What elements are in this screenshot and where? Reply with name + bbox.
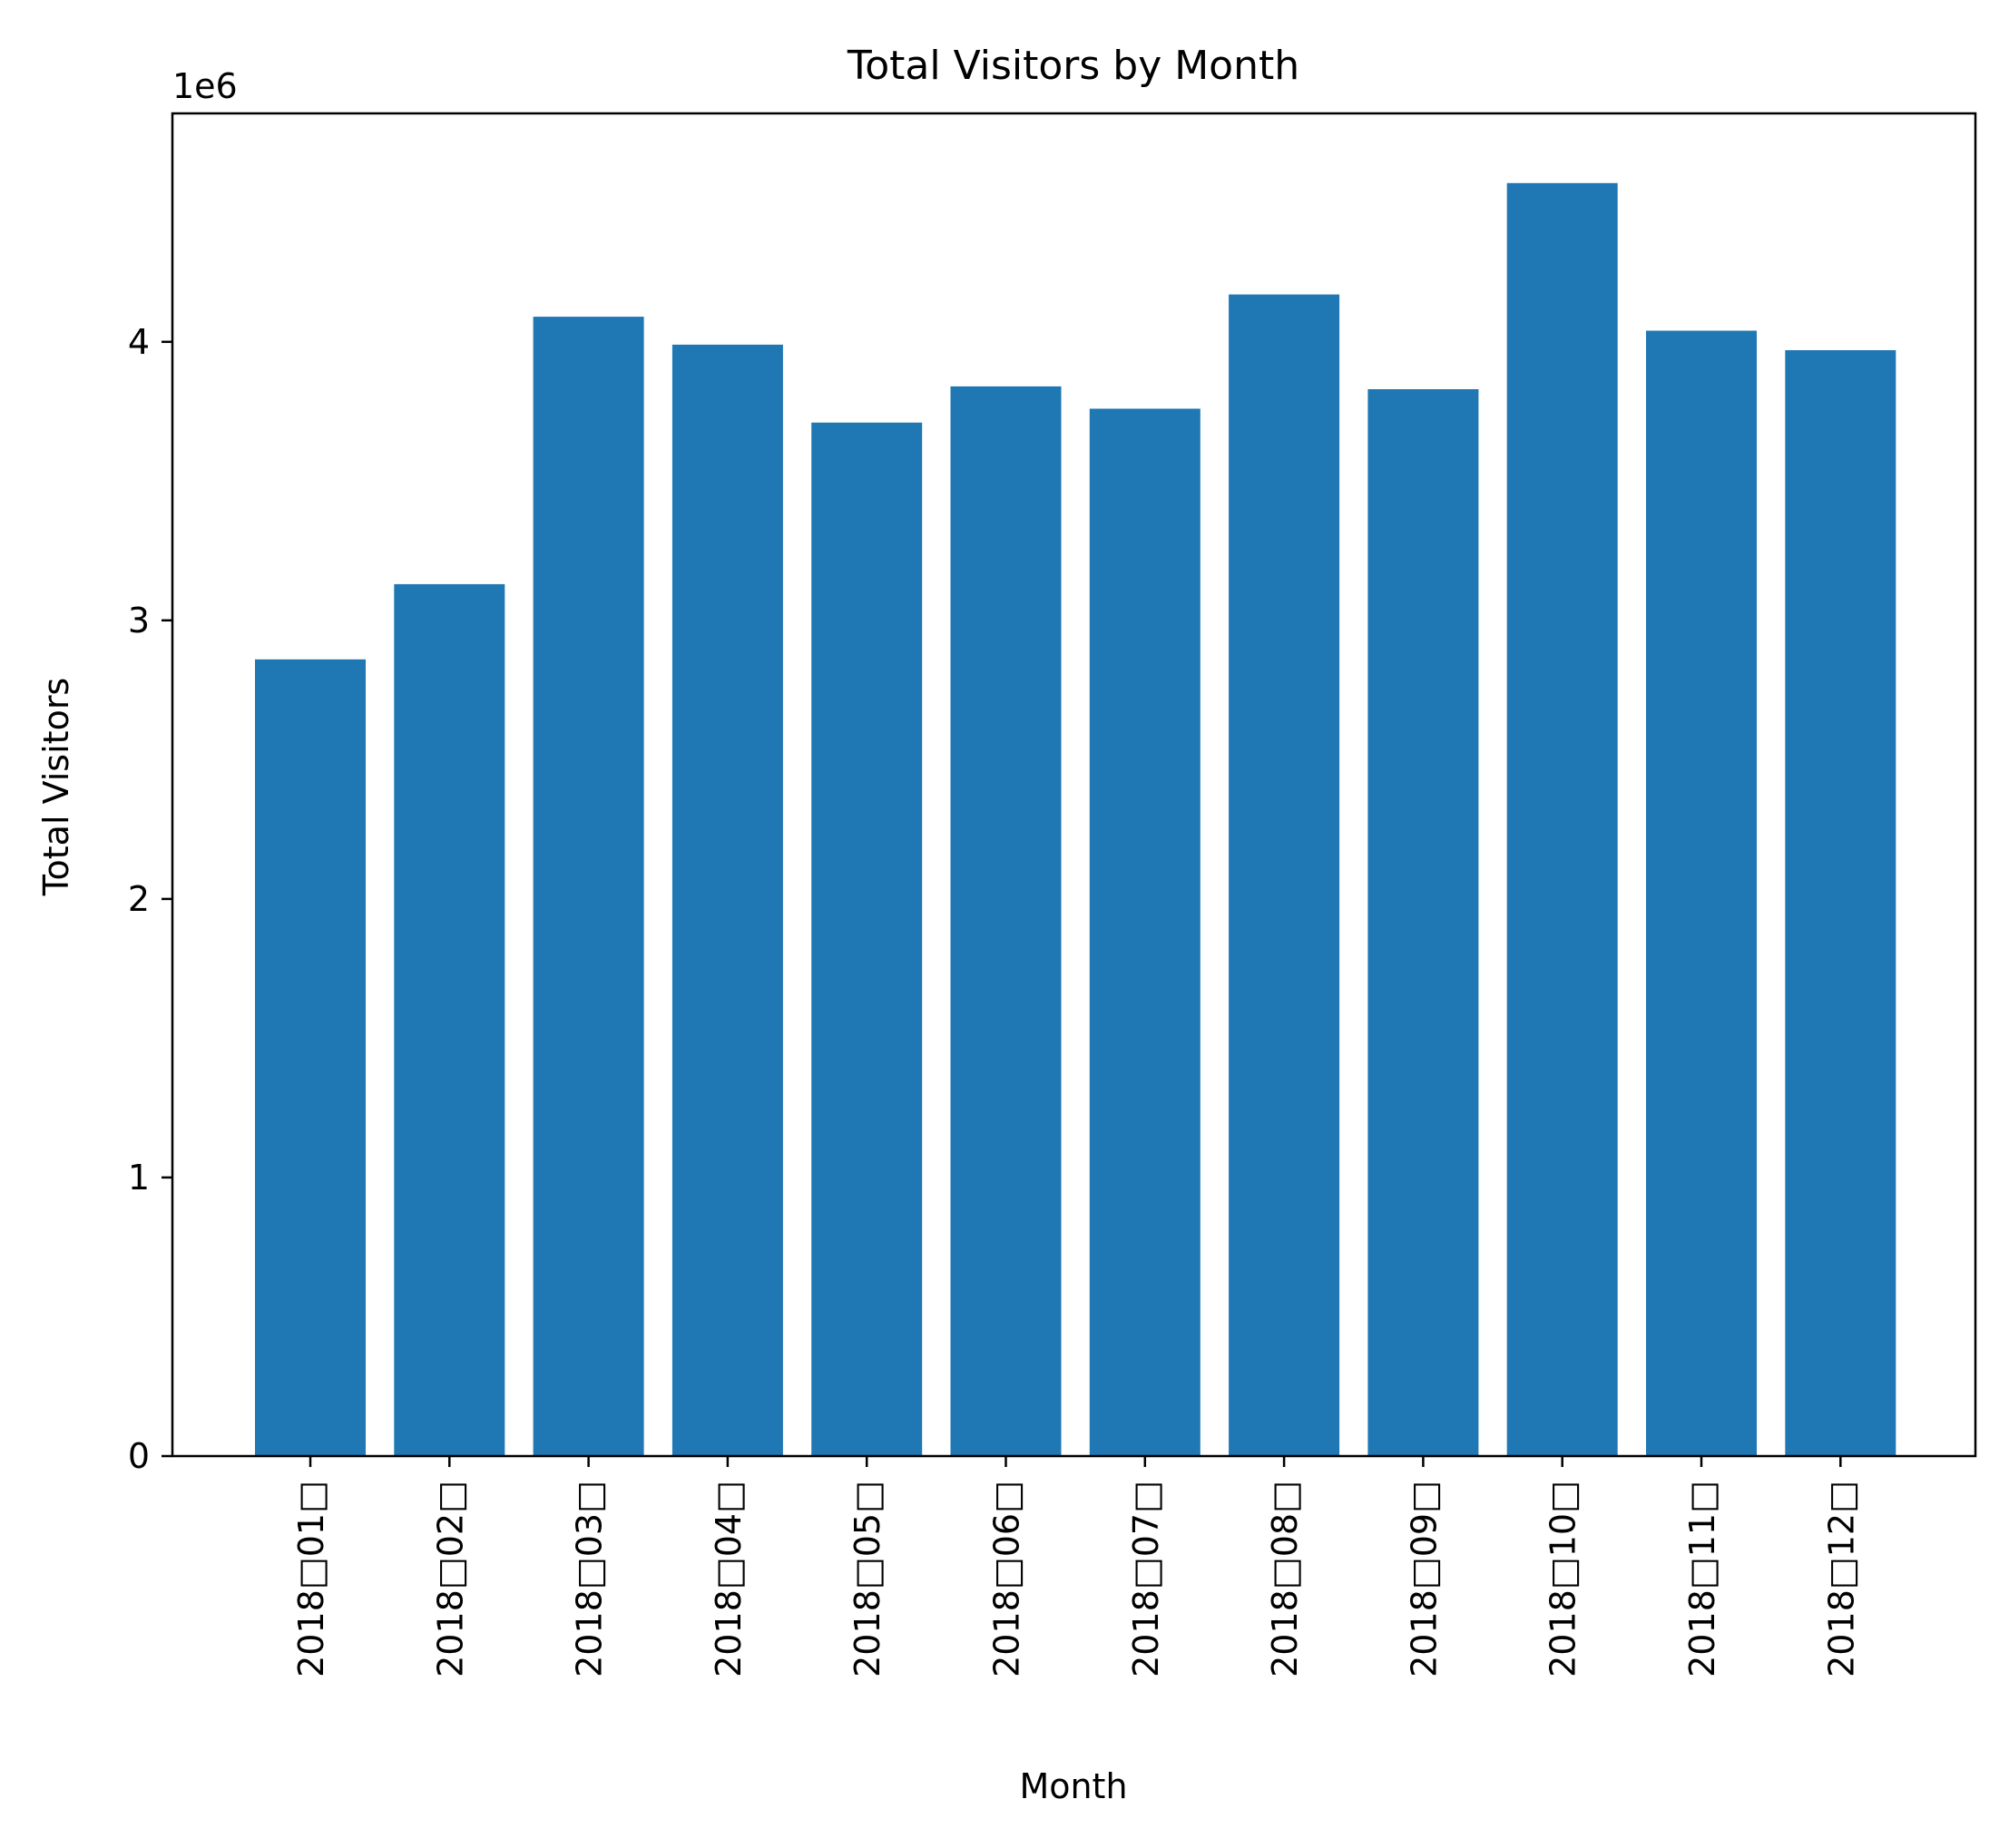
x-tick-label-5: 2018□05□ [848, 1481, 887, 1677]
y-tick-label-2: 2 [128, 879, 150, 919]
bar-7 [1089, 408, 1200, 1456]
bars-group [255, 182, 1896, 1457]
x-tick-label-8: 2018□08□ [1265, 1481, 1305, 1677]
x-tick-label-3: 2018□03□ [570, 1481, 610, 1677]
y-tick-label-3: 3 [128, 601, 150, 640]
bar-12 [1785, 350, 1896, 1456]
bar-8 [1229, 294, 1340, 1457]
bar-2 [394, 583, 505, 1456]
bar-11 [1646, 330, 1757, 1456]
y-tick-label-1: 1 [128, 1158, 150, 1198]
bar-10 [1506, 182, 1618, 1456]
bar-3 [533, 317, 644, 1457]
y-tick-label-0: 0 [128, 1436, 150, 1476]
bar-4 [671, 344, 783, 1456]
y-offset-label: 1e6 [172, 66, 238, 106]
x-tick-label-9: 2018□09□ [1404, 1481, 1444, 1677]
plot-frame [171, 112, 1977, 1458]
y-tick-label-4: 4 [128, 322, 150, 362]
y-axis-label: Total Visitors [36, 678, 76, 896]
x-tick-label-12: 2018□12□ [1821, 1481, 1861, 1677]
x-axis: 2018□01□ 2018□02□ 2018□03□ 2018□04□ 2018□05□… [291, 1456, 1861, 1677]
chart-title: Total Visitors by Month [847, 43, 1299, 89]
y-axis: 0 1 2 3 4 [128, 322, 172, 1476]
x-tick-label-4: 2018□04□ [709, 1481, 749, 1677]
bar-9 [1367, 389, 1479, 1456]
x-tick-label-10: 2018□10□ [1544, 1481, 1583, 1677]
x-tick-label-7: 2018□07□ [1126, 1481, 1166, 1677]
x-axis-label: Month [1019, 1766, 1127, 1806]
bar-1 [255, 659, 366, 1456]
bar-6 [950, 386, 1062, 1456]
x-tick-label-2: 2018□02□ [430, 1481, 470, 1677]
x-tick-label-11: 2018□11□ [1682, 1481, 1722, 1677]
x-tick-label-1: 2018□01□ [291, 1481, 331, 1677]
bar-5 [811, 422, 923, 1456]
x-tick-label-6: 2018□06□ [987, 1481, 1027, 1677]
